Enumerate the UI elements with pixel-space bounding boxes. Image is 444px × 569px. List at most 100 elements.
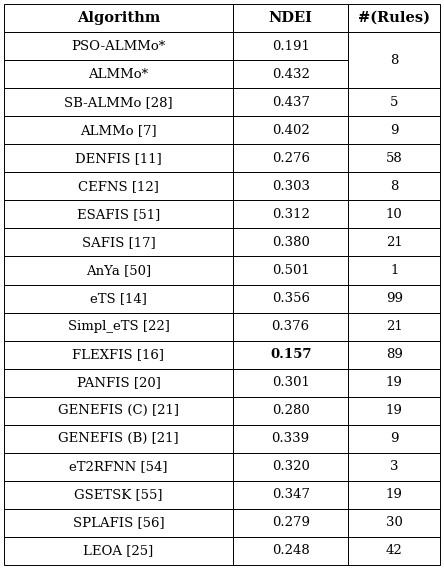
Bar [4, 369, 233, 397]
Bar [4, 341, 233, 369]
Bar [233, 60, 349, 88]
Text: 0.501: 0.501 [272, 264, 309, 277]
Bar [349, 284, 440, 312]
Text: SAFIS [17]: SAFIS [17] [82, 236, 155, 249]
Bar [349, 32, 440, 88]
Text: 30: 30 [386, 517, 403, 529]
Text: PANFIS [20]: PANFIS [20] [76, 376, 160, 389]
Bar [233, 312, 349, 341]
Bar [349, 145, 440, 172]
Text: 8: 8 [390, 180, 398, 193]
Text: SB-ALMMo [28]: SB-ALMMo [28] [64, 96, 173, 109]
Text: LEOA [25]: LEOA [25] [83, 545, 154, 558]
Text: ALMMo [7]: ALMMo [7] [80, 123, 157, 137]
Bar [349, 312, 440, 341]
Text: 0.437: 0.437 [272, 96, 309, 109]
Text: GENEFIS (C) [21]: GENEFIS (C) [21] [58, 404, 179, 417]
Text: CEFNS [12]: CEFNS [12] [78, 180, 159, 193]
Text: 9: 9 [390, 432, 398, 446]
Bar [233, 397, 349, 424]
Bar [233, 228, 349, 257]
Bar [233, 369, 349, 397]
Text: eTS [14]: eTS [14] [90, 292, 147, 305]
Text: 42: 42 [386, 545, 403, 558]
Text: 19: 19 [386, 488, 403, 501]
Text: 21: 21 [386, 320, 403, 333]
Bar [4, 4, 233, 32]
Bar [4, 424, 233, 453]
Bar [349, 200, 440, 228]
Bar [4, 453, 233, 481]
Text: 0.279: 0.279 [272, 517, 309, 529]
Bar [4, 200, 233, 228]
Text: 0.280: 0.280 [272, 404, 309, 417]
Text: GSETSK [55]: GSETSK [55] [74, 488, 163, 501]
Bar [4, 312, 233, 341]
Bar [233, 200, 349, 228]
Text: GENEFIS (B) [21]: GENEFIS (B) [21] [58, 432, 179, 446]
Text: 0.356: 0.356 [272, 292, 309, 305]
Bar [349, 341, 440, 369]
Bar [349, 116, 440, 145]
Text: SPLAFIS [56]: SPLAFIS [56] [73, 517, 164, 529]
Bar [4, 172, 233, 200]
Text: ALMMo*: ALMMo* [88, 68, 148, 81]
Bar [4, 537, 233, 565]
Text: 0.432: 0.432 [272, 68, 309, 81]
Bar [4, 145, 233, 172]
Bar [233, 32, 349, 60]
Bar [349, 453, 440, 481]
Bar [233, 88, 349, 116]
Bar [4, 228, 233, 257]
Text: 0.248: 0.248 [272, 545, 309, 558]
Bar [349, 88, 440, 116]
Text: 19: 19 [386, 404, 403, 417]
Bar [4, 257, 233, 284]
Text: 58: 58 [386, 152, 403, 165]
Text: 0.191: 0.191 [272, 40, 309, 52]
Text: 0.376: 0.376 [272, 320, 310, 333]
Bar [233, 4, 349, 32]
Text: 0.380: 0.380 [272, 236, 309, 249]
Text: 21: 21 [386, 236, 403, 249]
Text: NDEI: NDEI [269, 11, 313, 25]
Bar [233, 481, 349, 509]
Text: #(Rules): #(Rules) [358, 11, 430, 25]
Text: 0.347: 0.347 [272, 488, 309, 501]
Text: 0.276: 0.276 [272, 152, 309, 165]
Bar [4, 284, 233, 312]
Text: 3: 3 [390, 460, 398, 473]
Text: 19: 19 [386, 376, 403, 389]
Text: 9: 9 [390, 123, 398, 137]
Text: 0.303: 0.303 [272, 180, 309, 193]
Bar [233, 424, 349, 453]
Text: 0.312: 0.312 [272, 208, 309, 221]
Bar [233, 537, 349, 565]
Text: DENFIS [11]: DENFIS [11] [75, 152, 162, 165]
Bar [349, 397, 440, 424]
Bar [349, 4, 440, 32]
Text: Simpl_eTS [22]: Simpl_eTS [22] [67, 320, 170, 333]
Bar [349, 228, 440, 257]
Text: Algorithm: Algorithm [77, 11, 160, 25]
Bar [233, 145, 349, 172]
Text: 10: 10 [386, 208, 403, 221]
Bar [233, 509, 349, 537]
Text: 1: 1 [390, 264, 398, 277]
Bar [4, 88, 233, 116]
Bar [349, 509, 440, 537]
Text: 5: 5 [390, 96, 398, 109]
Text: 0.320: 0.320 [272, 460, 309, 473]
Bar [349, 537, 440, 565]
Text: eT2RFNN [54]: eT2RFNN [54] [69, 460, 168, 473]
Bar [4, 481, 233, 509]
Bar [233, 116, 349, 145]
Text: PSO-ALMMo*: PSO-ALMMo* [71, 40, 166, 52]
Bar [4, 116, 233, 145]
Text: 0.402: 0.402 [272, 123, 309, 137]
Bar [233, 172, 349, 200]
Bar [233, 284, 349, 312]
Bar [349, 172, 440, 200]
Text: FLEXFIS [16]: FLEXFIS [16] [72, 348, 164, 361]
Text: 89: 89 [386, 348, 403, 361]
